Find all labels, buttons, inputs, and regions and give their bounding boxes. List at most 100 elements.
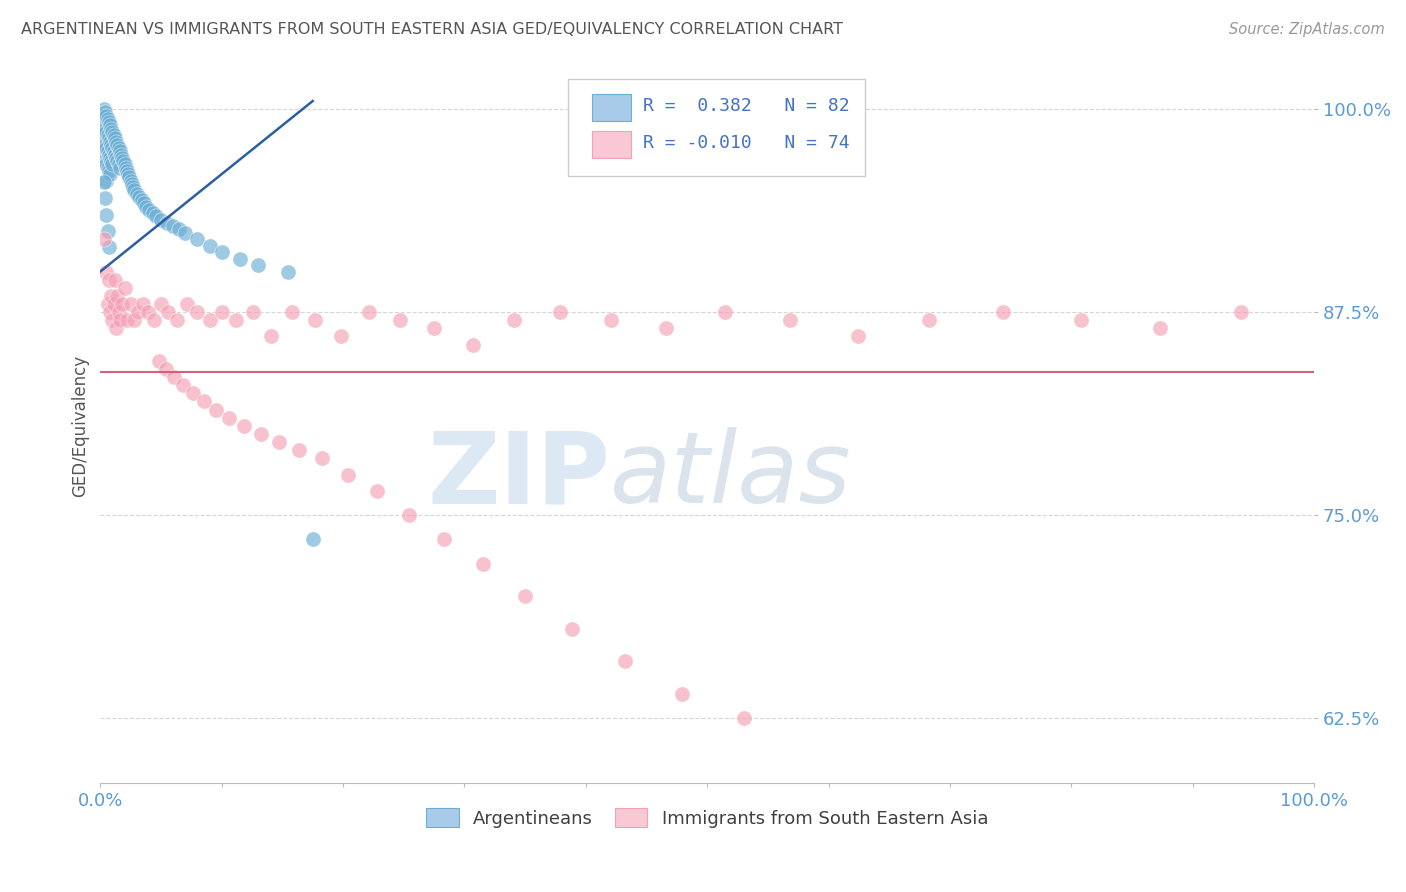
Point (141, 206, 163, 220)
Text: R =  0.382   N = 82: R = 0.382 N = 82 (643, 96, 849, 115)
Point (105, 151, 128, 165)
Point (550, 305, 572, 319)
Point (101, 141, 124, 155)
Point (105, 289, 128, 303)
Point (115, 313, 138, 327)
Point (181, 386, 204, 401)
Point (260, 329, 283, 343)
Point (172, 378, 194, 392)
Point (281, 305, 304, 319)
Point (145, 209, 167, 223)
Point (993, 305, 1015, 319)
Point (163, 370, 186, 384)
Point (120, 297, 142, 311)
Point (105, 137, 128, 152)
Point (97, 112, 120, 126)
Text: atlas: atlas (610, 427, 852, 524)
Point (304, 313, 326, 327)
Point (733, 711, 755, 725)
Point (100, 154, 122, 169)
Point (132, 297, 155, 311)
Point (124, 313, 146, 327)
Point (97, 297, 120, 311)
Point (96, 157, 118, 171)
Point (150, 212, 173, 227)
Point (148, 354, 170, 368)
Point (108, 145, 131, 159)
Point (229, 252, 252, 266)
Point (121, 177, 143, 191)
FancyBboxPatch shape (592, 94, 631, 120)
Point (108, 161, 131, 175)
Point (98, 305, 121, 319)
Point (155, 362, 177, 376)
Point (93, 102, 115, 116)
Point (97, 131, 120, 145)
Point (1149, 321, 1171, 335)
Point (671, 687, 693, 701)
Point (277, 264, 299, 278)
Point (211, 245, 233, 260)
Point (131, 193, 153, 207)
Point (127, 305, 149, 319)
Text: ARGENTINEAN VS IMMIGRANTS FROM SOUTH EASTERN ASIA GED/EQUIVALENCY CORRELATION CH: ARGENTINEAN VS IMMIGRANTS FROM SOUTH EAS… (21, 22, 844, 37)
Point (97, 224, 120, 238)
Point (225, 313, 247, 327)
Point (329, 329, 352, 343)
Point (104, 147, 127, 161)
Point (96, 109, 118, 123)
Point (98, 135, 121, 149)
Point (94, 105, 117, 120)
Point (105, 154, 128, 169)
Point (93, 232, 115, 246)
Point (301, 533, 323, 547)
Point (150, 297, 173, 311)
Text: Source: ZipAtlas.com: Source: ZipAtlas.com (1229, 22, 1385, 37)
Y-axis label: GED/Equivalency: GED/Equivalency (72, 355, 89, 497)
Point (714, 305, 737, 319)
Point (561, 622, 583, 636)
Point (122, 180, 145, 194)
Point (167, 222, 190, 236)
Point (97, 164, 120, 178)
Point (156, 216, 179, 230)
Legend: Argentineans, Immigrants from South Eastern Asia: Argentineans, Immigrants from South East… (419, 801, 995, 835)
Point (97, 145, 120, 159)
Point (389, 313, 412, 327)
Point (93, 119, 115, 133)
Point (111, 151, 134, 165)
Point (101, 125, 124, 139)
Point (366, 483, 388, 498)
Point (91, 143, 114, 157)
Point (232, 418, 254, 433)
Point (503, 313, 526, 327)
Point (655, 321, 678, 335)
Point (779, 313, 801, 327)
Point (98, 151, 121, 165)
Point (1230, 305, 1253, 319)
Text: R = -0.010   N = 74: R = -0.010 N = 74 (643, 134, 849, 152)
Point (198, 238, 221, 252)
Point (114, 281, 136, 295)
Point (94, 121, 117, 136)
Point (247, 258, 270, 272)
Point (136, 305, 159, 319)
Point (918, 313, 941, 327)
Point (97, 161, 120, 175)
Point (1070, 313, 1092, 327)
Point (218, 410, 240, 425)
Point (105, 135, 128, 149)
Point (100, 137, 122, 152)
Point (204, 402, 226, 417)
Point (96, 173, 118, 187)
Point (97, 128, 120, 142)
Point (162, 219, 184, 233)
Point (461, 337, 484, 351)
Point (100, 121, 122, 136)
Point (249, 426, 271, 441)
Point (357, 305, 380, 319)
Point (242, 305, 264, 319)
Point (600, 313, 623, 327)
Point (138, 202, 160, 217)
Point (124, 183, 146, 197)
